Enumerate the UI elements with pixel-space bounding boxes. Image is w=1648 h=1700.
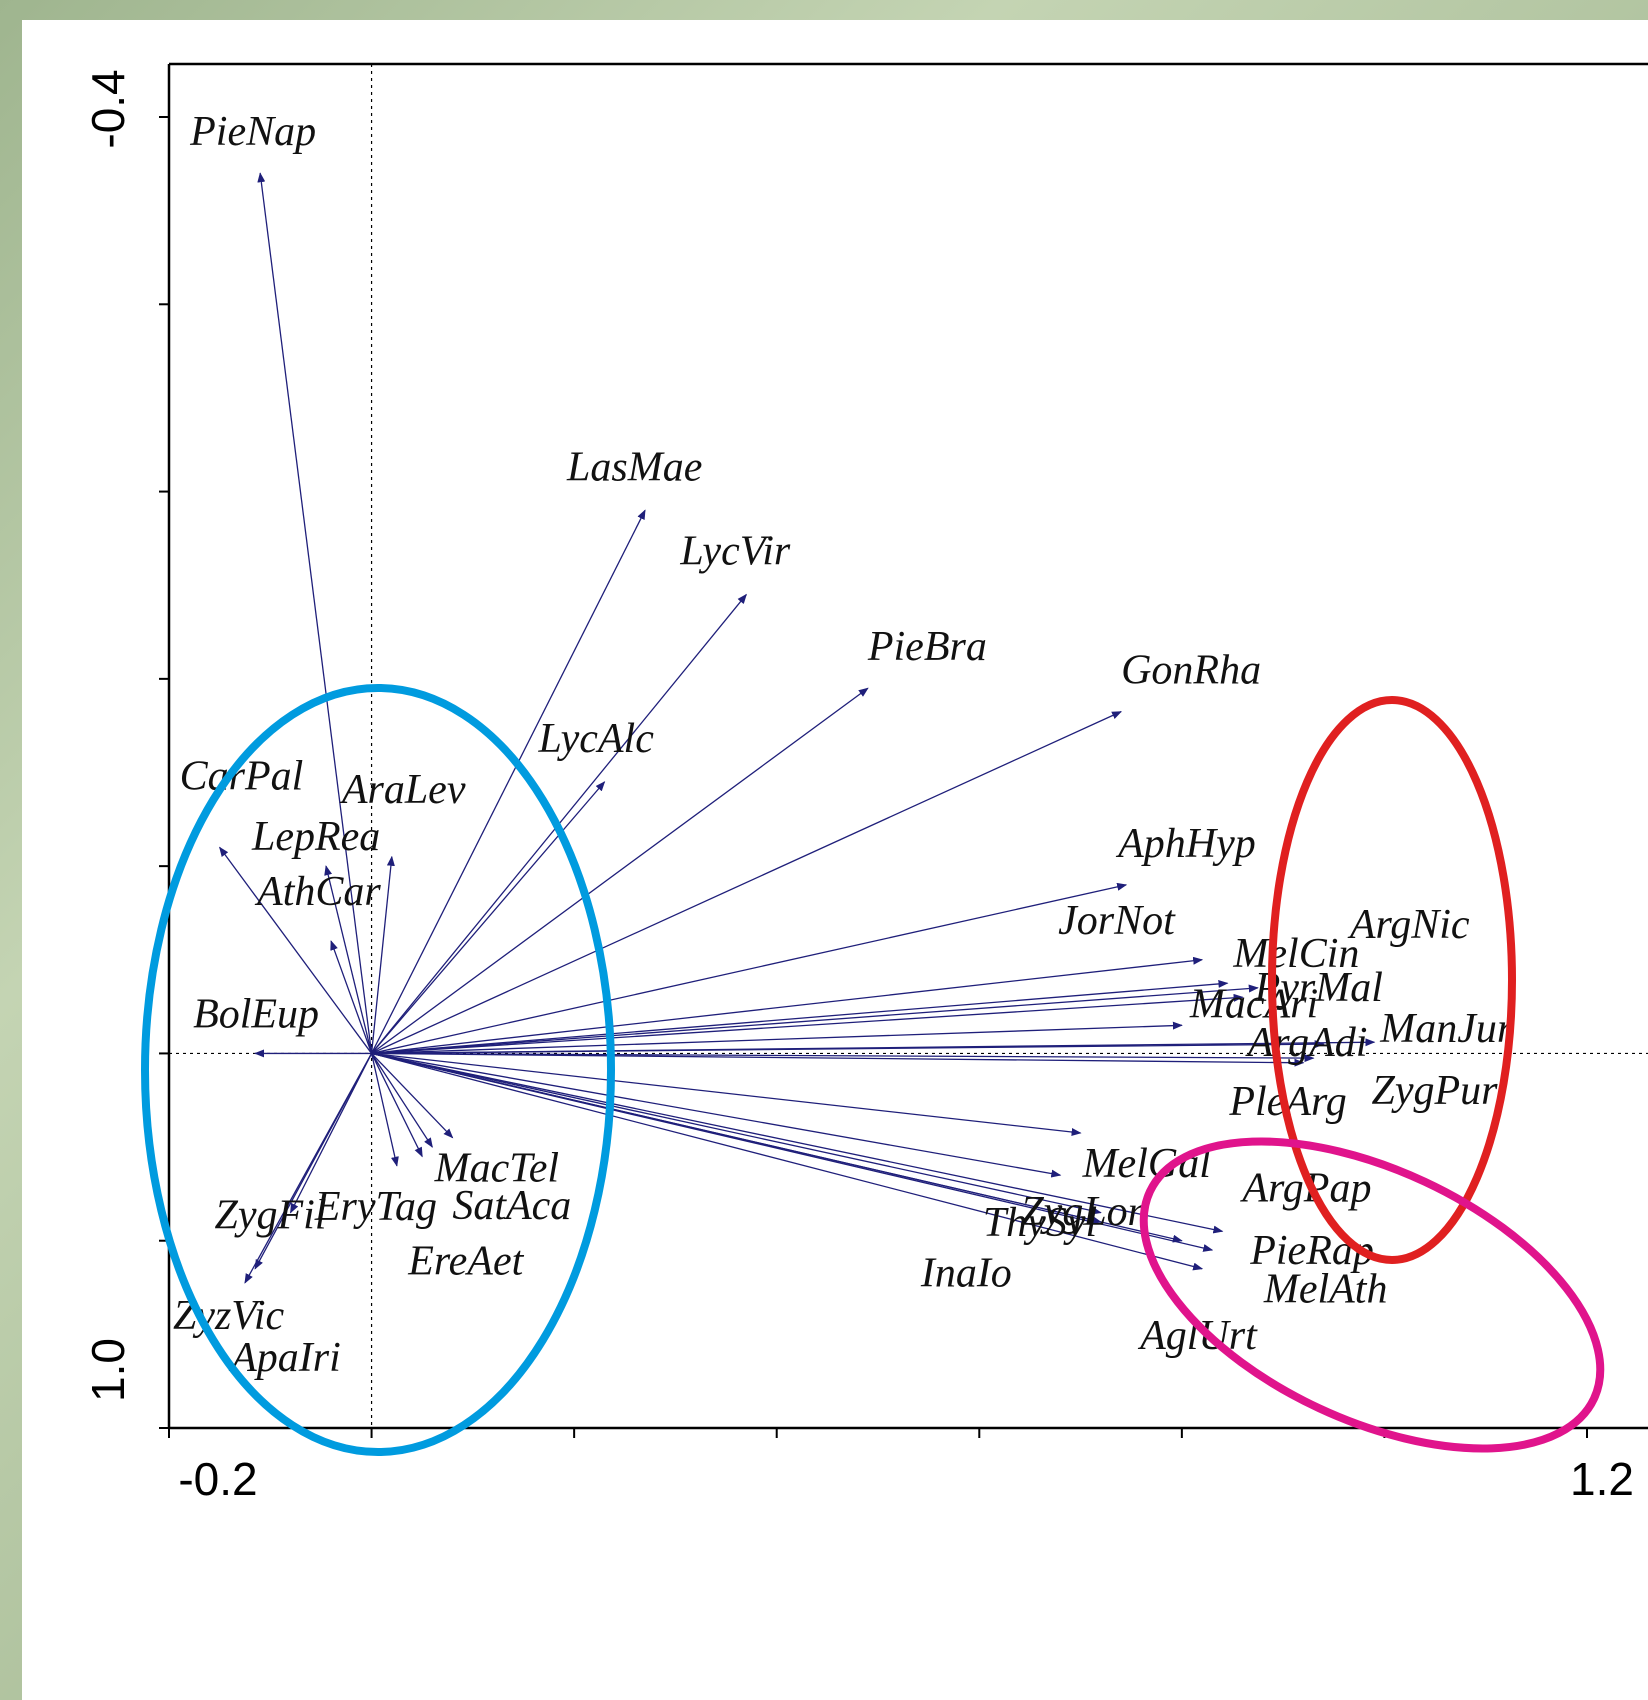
y-tick-label-max: -0.4 (82, 69, 134, 148)
vector-argpap (371, 1052, 1224, 1234)
label-macari: MacAri (1189, 981, 1318, 1027)
vector-erytag (370, 1053, 399, 1167)
vector-zygpur (371, 1052, 1315, 1063)
label-thysyl: ThySyl (983, 1200, 1097, 1246)
label-erytag: EryTag (314, 1184, 437, 1230)
label-argadi: ArgAdi (1245, 1020, 1368, 1066)
vector-argnic (371, 984, 1259, 1055)
group-ellipses (141, 684, 1605, 1456)
vector-plearg (371, 1052, 1305, 1067)
label-lasmae: LasMae (566, 444, 702, 490)
biplot-chart: -0.2 1.2 -0.4 1.0 PieNap LasMae LycVir PieB… (82, 62, 1648, 1505)
vector-leprea (324, 865, 373, 1054)
label-boleup: BolEup (193, 991, 319, 1037)
vector-macari (371, 1021, 1183, 1055)
vector-gonrha (371, 711, 1122, 1055)
label-zyglon: ZygLon (1020, 1189, 1148, 1235)
vector-piebra (371, 687, 869, 1054)
vector-aphhyp (371, 882, 1128, 1055)
vector-mactel (371, 1052, 454, 1139)
label-argnic: ArgNic (1347, 902, 1470, 948)
vector-pyrmal (371, 993, 1244, 1055)
label-inaio: InaIo (920, 1251, 1012, 1297)
label-melgal: MelGal (1082, 1141, 1211, 1187)
label-lycvir: LycVir (679, 529, 791, 575)
label-pierap: PieRap (1249, 1228, 1374, 1274)
label-aphhyp: AphHyp (1115, 821, 1256, 867)
group-ellipse-1 (141, 684, 615, 1456)
vector-labels: PieNapLasMaeLycVirPieBraGonRhaLycAlcCarP… (173, 109, 1514, 1381)
vector-melgal (371, 1052, 1082, 1136)
label-melcin: MelCin (1232, 931, 1359, 977)
vector-ereaet (370, 1053, 423, 1158)
vector-apairi (254, 1053, 373, 1270)
vector-carpal (219, 846, 373, 1054)
label-pienap: PieNap (189, 109, 316, 155)
label-ereaet: EreAet (407, 1238, 524, 1284)
vector-jornot (371, 956, 1204, 1055)
y-tick-label-min: 1.0 (82, 1338, 134, 1402)
vector-manjur (371, 1038, 1376, 1055)
vector-lycalc (371, 781, 606, 1054)
vector-athcar (330, 940, 373, 1054)
vector-melcin (371, 979, 1229, 1055)
vector-lasmae (370, 509, 646, 1054)
x-tick-label-min: -0.2 (178, 1453, 257, 1505)
vector-sataca (371, 1053, 433, 1148)
label-sataca: SatAca (452, 1183, 571, 1229)
x-tick-label-max: 1.2 (1570, 1453, 1634, 1505)
label-zygpur: ZygPur (1372, 1068, 1499, 1114)
vector-inaio (371, 1052, 1102, 1215)
group-ellipse-3 (1139, 1137, 1605, 1453)
label-mactel: MacTel (434, 1146, 559, 1192)
label-aralev: AraLev (339, 767, 466, 813)
label-lycalc: LycAlc (538, 716, 655, 762)
vector-arrows (219, 172, 1376, 1284)
label-jornot: JorNot (1058, 898, 1176, 944)
vector-melath (371, 1052, 1183, 1243)
label-zygfil: ZygFil (215, 1193, 327, 1239)
chart-card: -0.2 1.2 -0.4 1.0 PieNap LasMae LycVir PieB… (22, 20, 1648, 1700)
label-apairi: ApaIri (228, 1335, 341, 1381)
label-athcar: AthCar (254, 869, 381, 915)
group-ellipse-2 (1268, 696, 1516, 1264)
vector-zyglon (371, 1052, 1062, 1178)
vector-aralev (370, 855, 395, 1054)
label-gonrha: GonRha (1121, 648, 1261, 694)
label-melath: MelAth (1263, 1267, 1388, 1313)
vector-zygfil (289, 1053, 373, 1214)
vector-pienap (257, 172, 373, 1054)
label-manjur: ManJur (1379, 1006, 1514, 1052)
vector-aglurt (371, 1052, 1204, 1271)
label-piebra: PieBra (867, 624, 987, 670)
label-leprea: LepRea (251, 814, 380, 860)
